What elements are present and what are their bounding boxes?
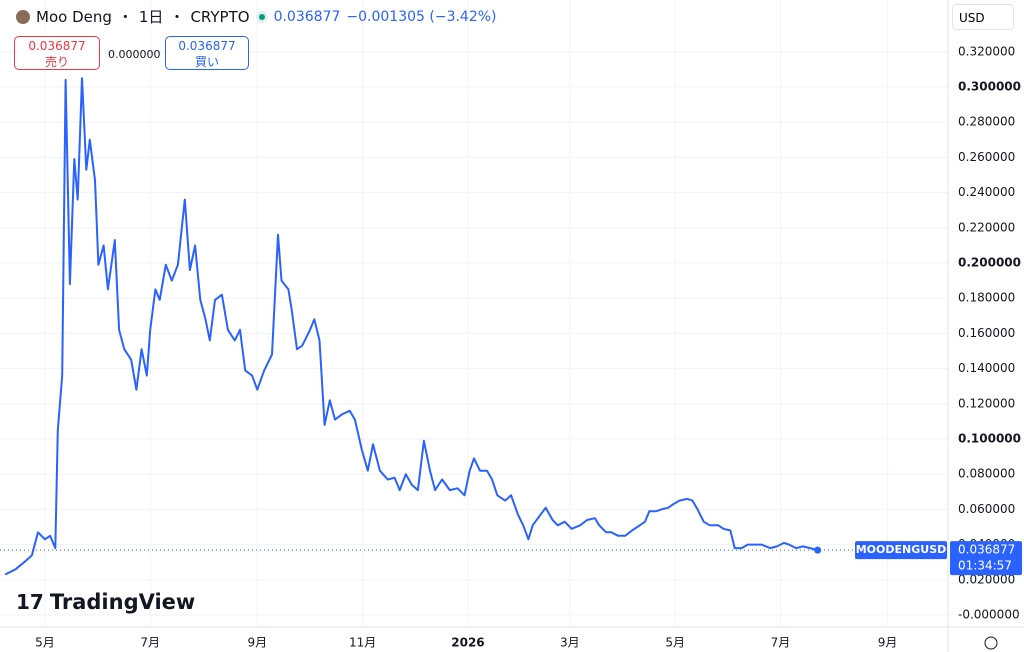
interval: 1日	[138, 8, 164, 26]
legend: Moo Deng ・ 1日・ CRYPTO 0.036877 −0.001305 (−3.…	[16, 6, 497, 27]
y-tick-label: 0.320000	[958, 44, 1015, 58]
price: 0.036877	[273, 8, 341, 25]
y-tick-label: 0.080000	[958, 467, 1015, 481]
y-tick-label: 0.280000	[958, 115, 1015, 129]
y-tick-label: 0.020000	[958, 572, 1015, 586]
x-tick-label: 7月	[140, 636, 160, 650]
market-status	[255, 10, 268, 23]
y-tick-label: -0.000000	[958, 608, 1020, 622]
symbol-tag	[855, 541, 947, 560]
buy-button[interactable]: 0.036877 買い	[165, 36, 249, 70]
change: −0.001305 (−3.42%)	[346, 8, 497, 25]
x-tick-label: 7月	[771, 636, 791, 650]
y-tick-label: 0.240000	[958, 185, 1015, 199]
x-tick-label: 9月	[878, 636, 898, 650]
x-tick-label: 3月	[560, 636, 580, 650]
y-tick-label: 0.100000	[958, 432, 1021, 446]
x-tick-label: 5月	[665, 636, 685, 650]
x-tick-label: 2026	[451, 636, 484, 650]
y-tick-label: 0.060000	[958, 502, 1015, 516]
y-tick-label: 0.160000	[958, 326, 1015, 340]
spread: 0.000000	[108, 48, 161, 61]
y-tick-label: 0.220000	[958, 220, 1015, 234]
y-tick-label: 0.260000	[958, 150, 1015, 164]
brand-mark: 17	[16, 590, 44, 614]
sell-price: 0.036877	[28, 39, 86, 53]
settings-icon[interactable]	[984, 636, 998, 650]
y-tick-label: 0.140000	[958, 361, 1015, 375]
x-tick-label: 11月	[349, 636, 376, 650]
y-tick-label: 0.180000	[958, 291, 1015, 305]
sell-button[interactable]: 0.036877 売り	[14, 36, 100, 70]
last-point	[814, 546, 822, 554]
currency-select[interactable]: USD	[952, 4, 1014, 30]
price-tag-label: 0.036877	[958, 543, 1015, 557]
price-line	[4, 77, 818, 576]
buy-price: 0.036877	[178, 39, 236, 53]
buy-label: 買い	[194, 55, 219, 69]
brand: 17 TradingView	[16, 590, 195, 614]
sell-label: 売り	[44, 55, 69, 69]
x-tick-label: 5月	[35, 636, 55, 650]
countdown: 01:34:57	[958, 559, 1012, 573]
y-tick-label: 0.200000	[958, 255, 1021, 269]
symbol-icon	[16, 9, 30, 24]
x-tick-label: 9月	[247, 636, 267, 650]
exchange: CRYPTO	[190, 7, 250, 26]
price-tag	[950, 541, 1022, 576]
symbol-tag-label: MOODENGUSD	[856, 543, 947, 556]
y-tick-label: 0.300000	[958, 79, 1021, 93]
y-tick-label: 0.120000	[958, 396, 1015, 410]
brand-name: TradingView	[49, 590, 196, 614]
symbol: Moo Deng	[36, 7, 112, 26]
